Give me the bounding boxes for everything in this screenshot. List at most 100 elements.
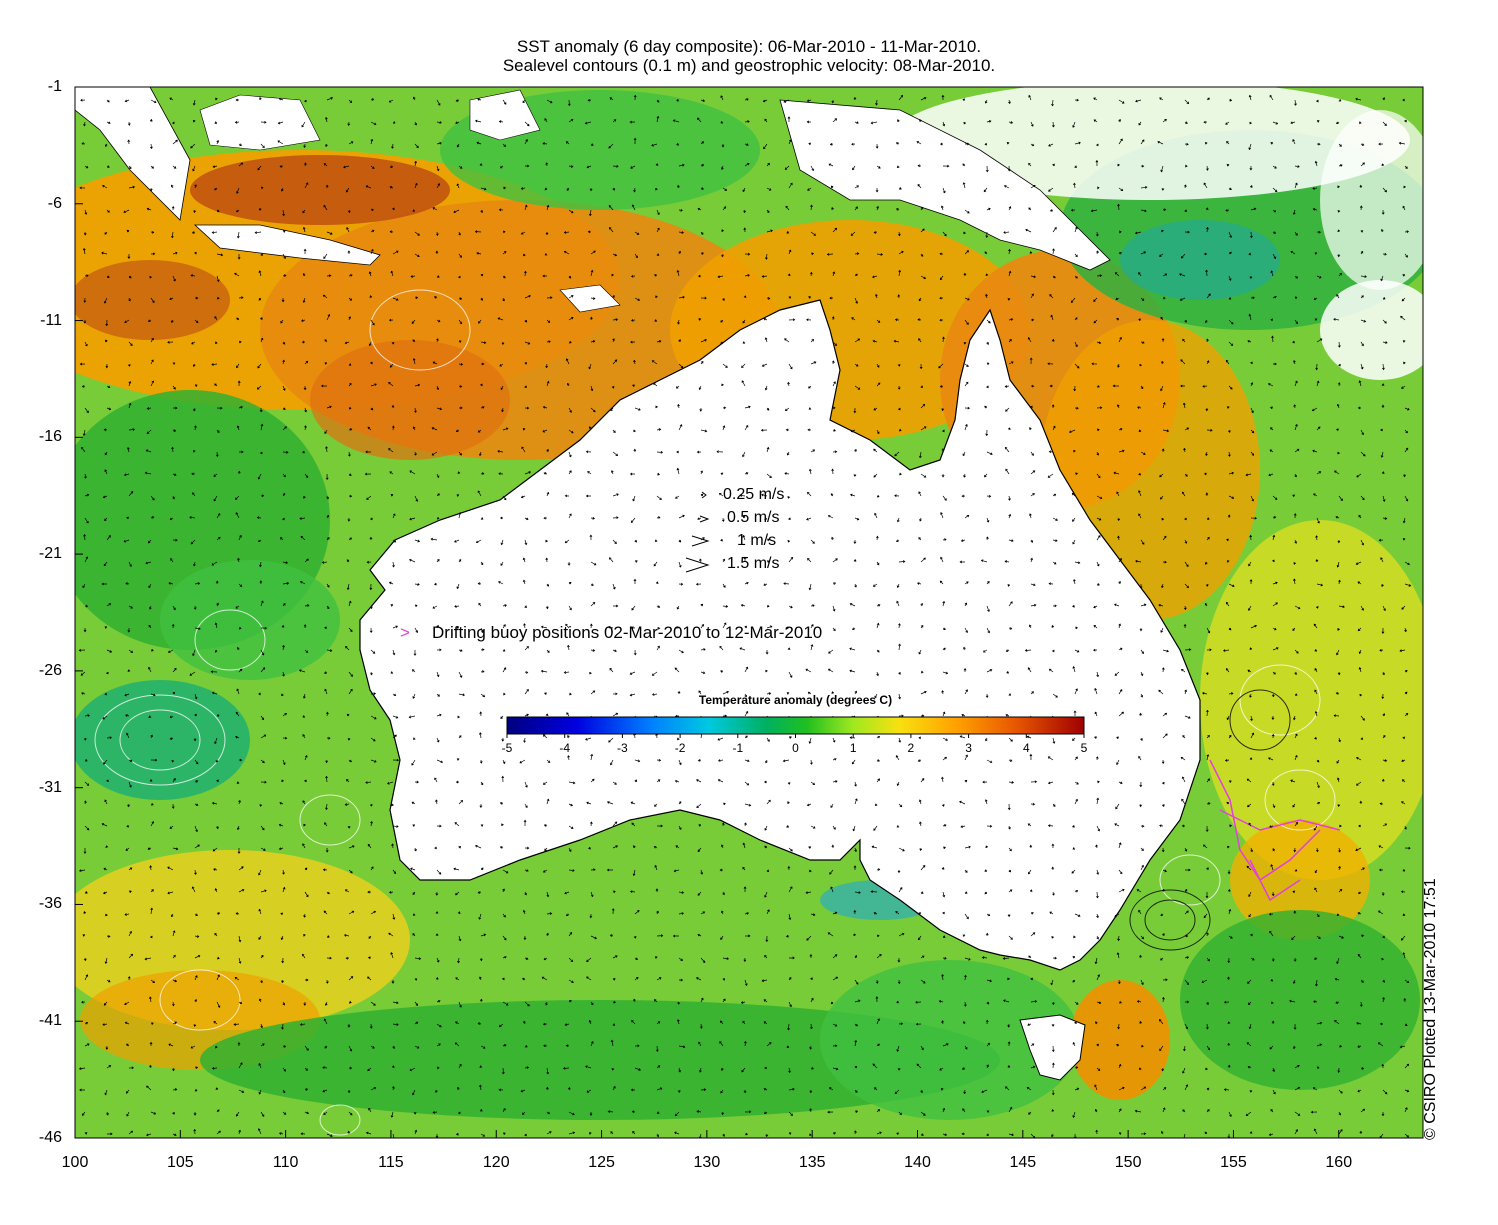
velocity-arrow (1184, 539, 1188, 544)
velocity-arrow (720, 95, 724, 101)
velocity-arrow (1030, 603, 1037, 607)
velocity-arrow (898, 269, 902, 277)
velocity-arrow (854, 999, 861, 1003)
velocity-arrow (678, 759, 682, 766)
velocity-arrow (832, 450, 838, 454)
velocity-arrow (717, 737, 724, 741)
velocity-arrow (303, 143, 307, 149)
velocity-arrow (1338, 579, 1341, 585)
velocity-arrow (786, 692, 790, 695)
velocity-arrow (810, 644, 814, 651)
velocity-arrow (258, 270, 262, 277)
velocity-arrow (172, 691, 176, 695)
velocity-arrow (851, 759, 856, 765)
velocity-arrow (104, 957, 108, 964)
velocity-arrow (1074, 688, 1078, 695)
velocity-arrow (1205, 1067, 1208, 1071)
velocity-arrow (940, 1087, 944, 1091)
velocity-arrow (1184, 956, 1190, 959)
velocity-arrow (216, 536, 221, 541)
velocity-arrow (766, 446, 770, 453)
velocity-arrow (370, 759, 377, 763)
velocity-arrow (630, 318, 636, 322)
velocity-arrow (809, 1023, 813, 1030)
velocity-arrow (828, 1087, 834, 1091)
velocity-arrow (565, 141, 570, 145)
velocity-arrow (216, 912, 221, 915)
velocity-arrow (411, 759, 416, 766)
velocity-arrow (1094, 711, 1098, 717)
velocity-arrow (435, 250, 439, 255)
velocity-arrow (765, 253, 768, 260)
velocity-arrow (1248, 913, 1252, 918)
velocity-arrow (194, 693, 198, 700)
velocity-arrow (631, 626, 636, 630)
velocity-arrow (1093, 319, 1098, 324)
velocity-arrow (1140, 1044, 1144, 1048)
velocity-arrow (390, 270, 394, 277)
velocity-arrow (939, 384, 944, 388)
velocity-arrow (260, 120, 267, 124)
velocity-arrow (458, 275, 461, 279)
velocity-arrow (608, 143, 614, 149)
velocity-arrow (414, 1001, 419, 1006)
velocity-arrow (103, 759, 108, 765)
velocity-arrow (876, 382, 881, 387)
velocity-arrow (940, 205, 944, 211)
velocity-arrow (656, 758, 662, 762)
velocity-arrow (720, 472, 724, 476)
velocity-arrow (766, 604, 770, 608)
velocity-arrow (1382, 516, 1388, 520)
velocity-arrow (1094, 736, 1098, 739)
velocity-arrow (498, 1023, 504, 1028)
velocity-arrow (700, 493, 704, 497)
velocity-arrow (324, 688, 328, 695)
velocity-arrow (370, 165, 375, 169)
velocity-arrow (216, 825, 219, 830)
velocity-arrow (609, 934, 614, 938)
velocity-arrow (672, 119, 680, 123)
velocity-arrow (170, 231, 174, 239)
velocity-arrow (524, 803, 528, 809)
velocity-arrow (763, 1087, 768, 1091)
velocity-arrow (458, 1063, 462, 1069)
velocity-arrow (568, 429, 574, 434)
velocity-arrow (984, 473, 988, 478)
velocity-arrow (105, 339, 108, 343)
velocity-arrow (1337, 539, 1341, 544)
velocity-arrow (942, 737, 948, 741)
velocity-arrow (1382, 297, 1386, 300)
velocity-arrow (1139, 712, 1143, 717)
velocity-arrow (1160, 316, 1164, 321)
velocity-arrow (784, 472, 790, 475)
velocity-arrow (475, 539, 482, 544)
velocity-arrow (744, 424, 749, 431)
velocity-arrow (674, 1111, 680, 1117)
velocity-arrow (606, 868, 613, 872)
velocity-arrow (1294, 1129, 1298, 1135)
velocity-arrow (1225, 208, 1230, 212)
velocity-arrow (1179, 297, 1186, 301)
velocity-arrow (876, 868, 881, 872)
velocity-arrow (193, 737, 197, 742)
velocity-arrow (546, 491, 550, 497)
velocity-arrow (500, 715, 504, 719)
velocity-arrow (785, 205, 790, 211)
velocity-arrow (238, 1089, 245, 1094)
velocity-arrow (435, 1089, 438, 1093)
velocity-arrow (678, 978, 684, 982)
velocity-arrow (742, 1020, 746, 1025)
velocity-arrow (897, 979, 901, 985)
velocity-arrow (744, 822, 747, 827)
velocity-arrow (172, 473, 177, 477)
velocity-arrow (1338, 847, 1341, 853)
velocity-arrow (238, 405, 243, 409)
velocity-arrow (391, 404, 395, 408)
velocity-arrow (325, 775, 328, 783)
velocity-arrow (214, 121, 218, 124)
velocity-arrow (321, 561, 328, 564)
velocity-arrow (347, 737, 351, 741)
velocity-arrow (920, 778, 925, 783)
velocity-arrow (194, 869, 197, 876)
velocity-arrow (964, 957, 971, 961)
